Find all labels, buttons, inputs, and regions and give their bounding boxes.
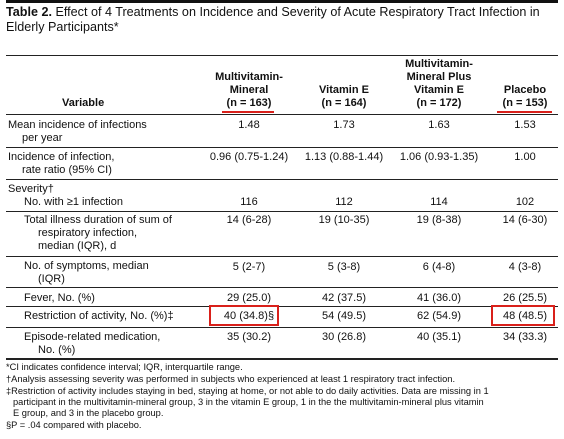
- row-label-mean-incidence: Mean incidence of infections per year: [8, 119, 147, 144]
- cell-r2-c2: 1.13 (0.88-1.44): [304, 151, 384, 163]
- cell-r8-c2: 54 (49.5): [321, 310, 367, 322]
- cell-r7-c2: 42 (37.5): [321, 292, 367, 304]
- cell-r1-c2: 1.73: [333, 119, 355, 131]
- row-rule: [6, 327, 558, 328]
- cell-r9-c4: 34 (33.3): [502, 331, 548, 343]
- cell-r7-c3: 41 (36.0): [416, 292, 462, 304]
- header-rule: [6, 114, 558, 115]
- cell-r4-c4: 102: [515, 196, 535, 208]
- row-label-no-with-infection: No. with ≥1 infection: [24, 196, 123, 208]
- cell-r4-c2: 112: [335, 196, 353, 208]
- header-vitamin-e: Vitamin E (n = 164): [304, 84, 384, 110]
- cell-r9-c2: 30 (26.8): [321, 331, 367, 343]
- header-n-multivitamin: (n = 163): [226, 97, 272, 109]
- cell-r9-c1: 35 (30.2): [226, 331, 272, 343]
- n-underline-placebo: [497, 111, 552, 113]
- row-label-severity: Severity†: [8, 183, 54, 195]
- table-caption: Effect of 4 Treatments on Incidence and …: [6, 5, 540, 34]
- row-rule: [6, 179, 558, 180]
- highlight-box-multivitamin: [209, 305, 279, 326]
- cell-r2-c3: 1.06 (0.93-1.35): [399, 151, 479, 163]
- cell-r1-c1: 1.48: [238, 119, 260, 131]
- cell-r5-c4: 14 (6-30): [502, 214, 548, 226]
- cell-r8-c1: 40 (34.8)§: [223, 310, 275, 322]
- row-label-fever: Fever, No. (%): [24, 292, 95, 304]
- cell-r7-c1: 29 (25.0): [226, 292, 272, 304]
- highlight-box-placebo: [491, 305, 555, 326]
- row-rule: [6, 147, 558, 148]
- row-rule: [6, 287, 558, 288]
- cell-r1-c3: 1.63: [428, 119, 450, 131]
- row-label-incidence-rate-ratio: Incidence of infection, rate ratio (95% …: [8, 151, 115, 176]
- header-n-placebo: (n = 153): [502, 97, 548, 109]
- table-number: Table 2.: [6, 5, 52, 19]
- footnote-restriction: ‡Restriction of activity includes stayin…: [6, 386, 489, 418]
- cell-r6-c1: 5 (2-7): [232, 261, 266, 273]
- header-n-combo: (n = 172): [416, 97, 462, 109]
- row-rule: [6, 211, 558, 212]
- cell-r8-c4: 48 (48.5): [502, 310, 548, 322]
- cell-r5-c2: 19 (10-35): [318, 214, 370, 226]
- table-title: Table 2. Effect of 4 Treatments on Incid…: [6, 5, 558, 35]
- cell-r6-c2: 5 (3-8): [327, 261, 361, 273]
- header-n-vitamin-e: (n = 164): [321, 97, 367, 109]
- header-variable: Variable: [62, 97, 105, 109]
- row-rule: [6, 306, 558, 307]
- footnote-ci: *CI indicates confidence interval; IQR, …: [6, 362, 243, 372]
- header-placebo: Placebo (n = 153): [494, 84, 556, 110]
- cell-r2-c1: 0.96 (0.75-1.24): [209, 151, 289, 163]
- cell-r8-c3: 62 (54.9): [416, 310, 462, 322]
- cell-r4-c1: 116: [240, 196, 258, 208]
- row-label-episode-medication: Episode-related medication, No. (%): [24, 331, 161, 356]
- top-rule: [6, 0, 558, 3]
- cell-r4-c3: 114: [430, 196, 448, 208]
- cell-r6-c3: 6 (4-8): [422, 261, 456, 273]
- cell-r7-c4: 26 (25.5): [502, 292, 548, 304]
- title-rule: [6, 55, 558, 56]
- cell-r9-c3: 40 (35.1): [416, 331, 462, 343]
- header-multivitamin-plus-vitamin-e: Multivitamin- Mineral Plus Vitamin E (n …: [385, 58, 493, 110]
- cell-r6-c4: 4 (3-8): [508, 261, 542, 273]
- row-label-total-illness-duration: Total illness duration of sum of respira…: [24, 214, 172, 252]
- row-label-restriction-of-activity: Restriction of activity, No. (%)‡: [24, 310, 174, 322]
- cell-r5-c1: 14 (6-28): [226, 214, 272, 226]
- footnote-p-value: §P = .04 compared with placebo.: [6, 420, 142, 430]
- row-label-no-of-symptoms: No. of symptoms, median (IQR): [24, 260, 149, 285]
- header-multivitamin-mineral: Multivitamin- Mineral (n = 163): [196, 71, 302, 110]
- cell-r2-c4: 1.00: [514, 151, 536, 163]
- cell-r1-c4: 1.53: [514, 119, 536, 131]
- cell-r5-c3: 19 (8-38): [416, 214, 462, 226]
- footnote-severity: †Analysis assessing severity was perform…: [6, 374, 456, 384]
- row-rule: [6, 256, 558, 257]
- n-underline-multivitamin: [222, 111, 274, 113]
- bottom-rule: [6, 358, 558, 360]
